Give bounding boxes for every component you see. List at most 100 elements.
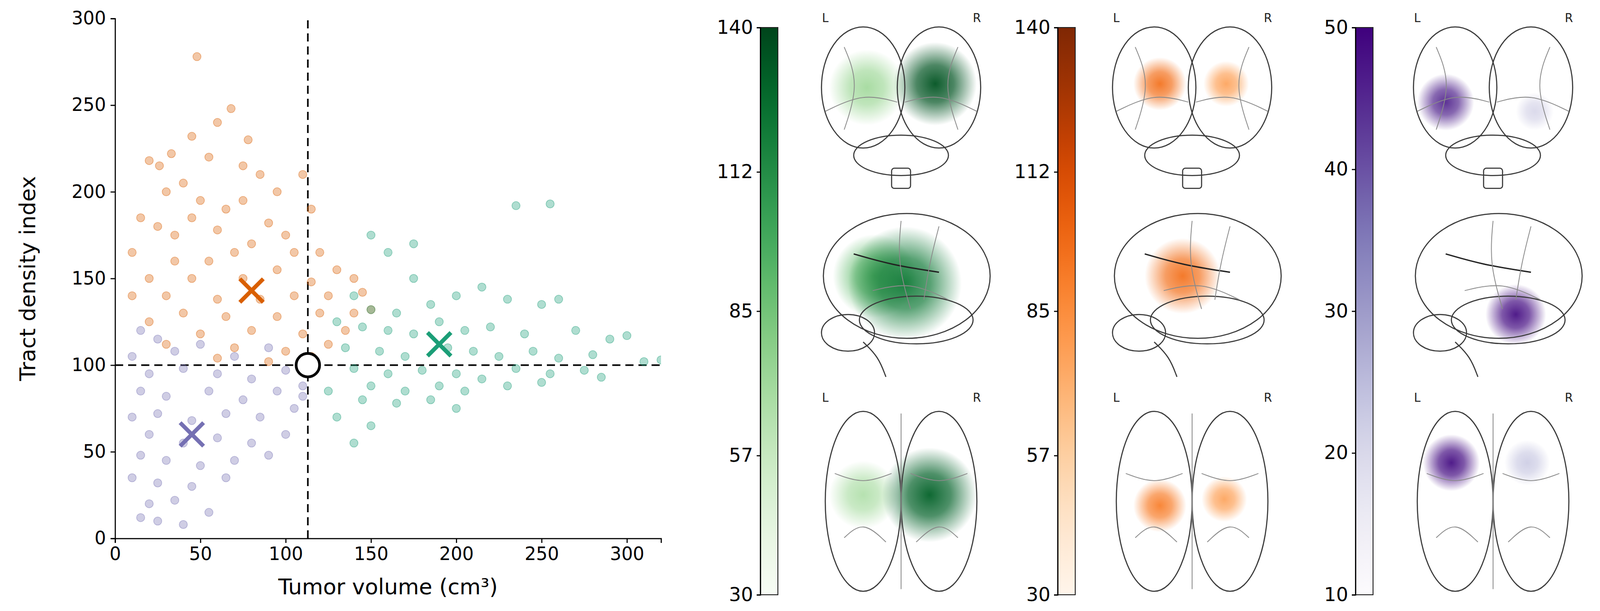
point [290, 404, 299, 413]
activation-spot [1203, 60, 1249, 107]
tick-label: 85 [1026, 300, 1051, 323]
brain-sulcus [825, 97, 898, 111]
tick: 200 [71, 181, 116, 203]
hemisphere-label: L [822, 391, 829, 405]
brain-outline [1489, 27, 1573, 149]
brain-sulcus [1515, 226, 1531, 301]
brain-sulcus [1491, 221, 1503, 310]
point [153, 409, 162, 418]
point [358, 288, 367, 297]
brain-view: LR [1112, 11, 1272, 189]
point [409, 274, 418, 283]
series [128, 52, 375, 366]
point [580, 366, 589, 375]
point [349, 309, 358, 318]
tick-label: 30 [1324, 300, 1349, 323]
tick: 30 [1026, 583, 1058, 606]
brain-sulcus [872, 285, 949, 300]
point [187, 482, 196, 491]
brain-sulcus [1436, 527, 1478, 543]
point [537, 300, 546, 309]
activation-map [1423, 434, 1550, 492]
tick-mark [1351, 310, 1356, 313]
colorbar-axis: 1020304050 [1324, 16, 1356, 606]
point [136, 513, 145, 523]
tick-mark [626, 538, 629, 544]
point [358, 323, 367, 332]
activation-spot [1201, 476, 1248, 523]
brain-view: LR [1113, 391, 1272, 592]
activation-map [1144, 238, 1221, 315]
point [136, 213, 145, 222]
tick-label: 112 [1014, 160, 1051, 183]
point [349, 439, 358, 448]
point [247, 326, 256, 335]
point [503, 382, 512, 391]
point [605, 335, 615, 344]
brain-outline [825, 411, 902, 592]
colorbar-axis: 30 57 85 112 140 [1014, 16, 1059, 606]
tick-mark [199, 538, 202, 544]
brain-sulcus [1190, 221, 1202, 310]
tick: 85 [1026, 300, 1058, 323]
brain-sulcus [1502, 473, 1560, 481]
point [136, 387, 145, 396]
activation-spot [1485, 284, 1546, 345]
brain-sulcus [1135, 46, 1146, 130]
brain-sulcus [834, 473, 892, 481]
point [554, 354, 563, 363]
tick-mark [1351, 453, 1356, 455]
brain-outline [1144, 135, 1240, 176]
tick-label: 140 [716, 16, 754, 39]
point [639, 357, 648, 366]
tick-label: 112 [716, 160, 754, 183]
tick: 50 [189, 538, 213, 565]
point [512, 201, 521, 210]
point [161, 340, 171, 349]
point [179, 364, 188, 373]
brain-sulcus [1154, 342, 1177, 377]
point [204, 257, 213, 266]
point [298, 329, 307, 338]
point [486, 323, 495, 332]
tick: 140 [1014, 16, 1058, 39]
point [221, 205, 231, 214]
tick-label: 100 [268, 543, 303, 565]
tick-mark [456, 538, 458, 544]
colorbar [1355, 27, 1374, 596]
point [213, 354, 222, 363]
point [298, 170, 307, 179]
hemisphere-label: L [1414, 11, 1421, 25]
brain-outline [1182, 168, 1202, 189]
point [656, 356, 662, 365]
tick: 57 [729, 444, 761, 467]
plot-area [115, 18, 662, 539]
point [226, 104, 236, 113]
tick: 150 [354, 538, 389, 565]
point [145, 430, 154, 439]
tick-label: 250 [524, 543, 560, 565]
tick-label: 300 [71, 7, 107, 29]
point [204, 152, 213, 162]
tick-mark [756, 171, 761, 173]
point [366, 382, 375, 391]
point [161, 392, 171, 401]
point [512, 364, 521, 373]
brain-outline [1483, 168, 1503, 189]
brain-sulcus [1455, 342, 1478, 377]
brain-outline [1415, 213, 1583, 339]
tick-label: 200 [439, 543, 474, 565]
point [244, 135, 253, 144]
tick-label: 300 [610, 543, 645, 565]
activation-spot [847, 226, 962, 341]
tick: 57 [1026, 444, 1058, 467]
tick: 100 [268, 538, 303, 565]
tick: 100 [71, 354, 116, 376]
tick-label: 0 [109, 543, 121, 565]
brain-view [1413, 213, 1583, 378]
point [179, 520, 188, 529]
centroid-marker [427, 332, 451, 357]
point [349, 291, 358, 301]
point [153, 479, 162, 488]
tick-label: 250 [71, 94, 107, 116]
